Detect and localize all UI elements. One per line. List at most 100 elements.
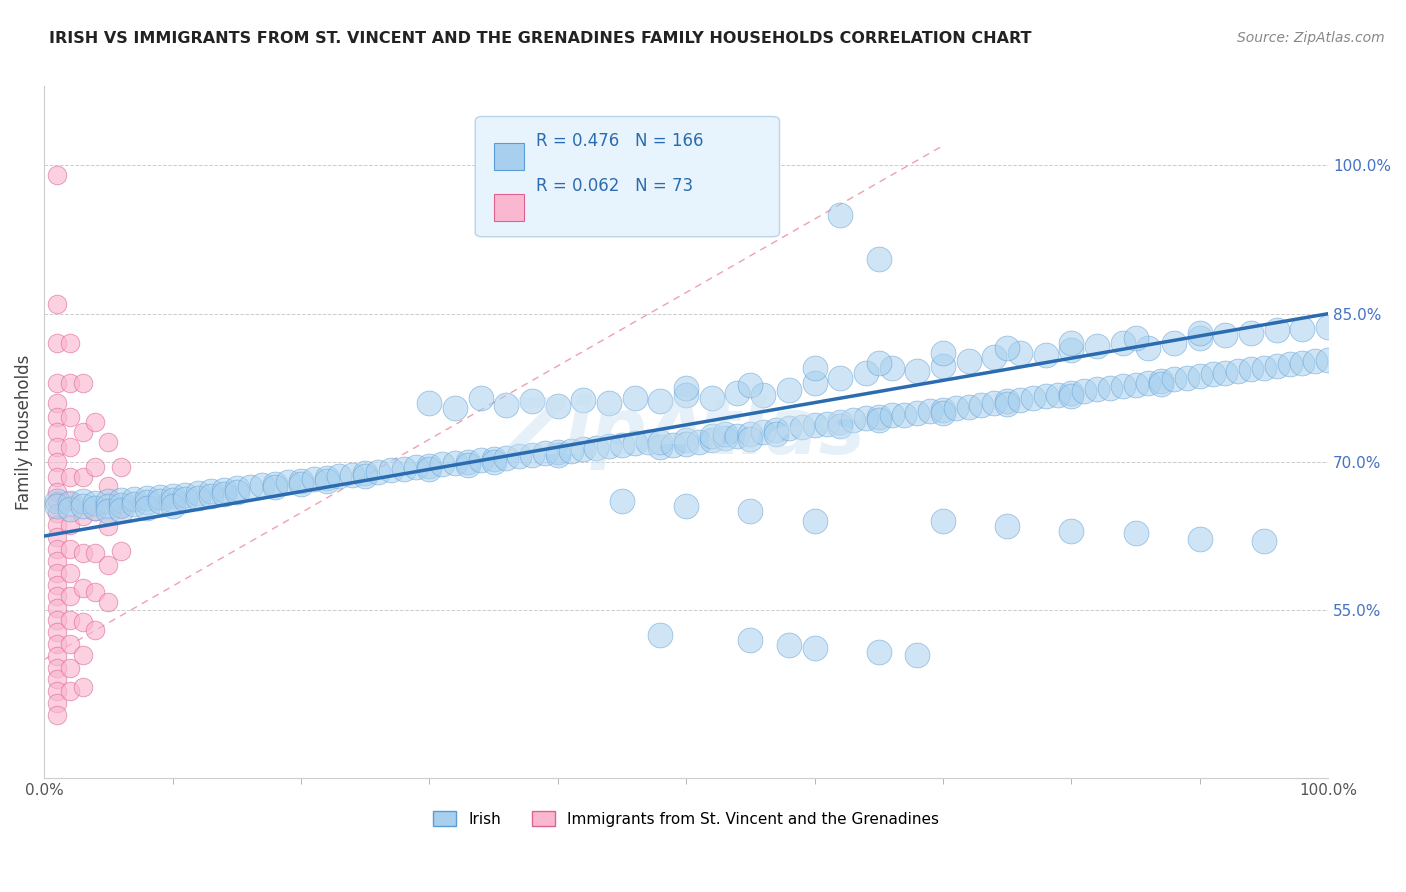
Point [1253, 534, 1275, 549]
Point [1188, 532, 1211, 546]
Point [1150, 374, 1173, 388]
Point [97, 519, 120, 533]
Point [354, 466, 377, 480]
Point [868, 356, 890, 370]
Point [290, 474, 312, 488]
Point [1008, 392, 1031, 407]
Point [1022, 391, 1045, 405]
Point [46, 425, 69, 440]
Point [405, 459, 427, 474]
Point [46, 469, 69, 483]
Point [46, 566, 69, 580]
Point [650, 435, 672, 450]
Point [1188, 368, 1211, 383]
Point [868, 252, 890, 267]
Point [46, 506, 69, 520]
Point [1265, 359, 1288, 373]
Legend: Irish, Immigrants from St. Vincent and the Grenadines: Irish, Immigrants from St. Vincent and t… [427, 805, 945, 833]
Point [880, 361, 903, 376]
Point [727, 429, 749, 443]
Point [1035, 348, 1057, 362]
Point [868, 413, 890, 427]
Point [59, 541, 82, 556]
Point [740, 504, 762, 518]
Point [815, 417, 838, 432]
Point [72, 376, 94, 390]
Point [46, 410, 69, 425]
Point [932, 346, 955, 360]
Point [444, 401, 467, 415]
Point [1125, 377, 1147, 392]
Point [1060, 336, 1083, 351]
Point [135, 501, 157, 516]
Point [174, 487, 197, 501]
Point [995, 393, 1018, 408]
Point [778, 421, 800, 435]
Point [72, 615, 94, 629]
Point [803, 514, 825, 528]
Point [149, 494, 172, 508]
Point [392, 462, 415, 476]
Point [855, 411, 877, 425]
Point [765, 423, 787, 437]
Point [212, 486, 235, 500]
Point [1060, 389, 1083, 403]
Point [457, 458, 479, 472]
Text: Source: ZipAtlas.com: Source: ZipAtlas.com [1237, 31, 1385, 45]
Point [46, 673, 69, 687]
Point [59, 440, 82, 454]
Point [46, 169, 69, 183]
Point [187, 491, 209, 505]
Point [46, 590, 69, 604]
Point [905, 364, 928, 378]
Point [790, 420, 813, 434]
Point [84, 546, 107, 560]
Point [59, 684, 82, 698]
Point [46, 530, 69, 544]
Point [1125, 331, 1147, 345]
Point [162, 500, 184, 514]
Point [585, 441, 607, 455]
Point [1163, 372, 1185, 386]
Point [598, 395, 620, 409]
Point [122, 498, 145, 512]
Point [122, 491, 145, 506]
Point [72, 681, 94, 695]
Point [264, 476, 287, 491]
Point [302, 472, 325, 486]
Point [110, 544, 132, 558]
Point [662, 438, 685, 452]
Point [482, 452, 505, 467]
Point [957, 354, 980, 368]
Point [110, 499, 132, 513]
Point [72, 494, 94, 508]
Point [675, 437, 697, 451]
Point [1317, 353, 1340, 368]
Point [932, 514, 955, 528]
Point [290, 476, 312, 491]
Point [1137, 341, 1160, 355]
Point [59, 410, 82, 425]
Point [1073, 384, 1095, 398]
Point [97, 595, 120, 609]
Point [534, 446, 557, 460]
Point [1098, 381, 1121, 395]
Point [995, 519, 1018, 533]
Point [110, 492, 132, 507]
Point [623, 391, 645, 405]
Point [675, 388, 697, 402]
Point [470, 453, 492, 467]
Point [1188, 326, 1211, 341]
Point [1163, 336, 1185, 351]
Point [72, 469, 94, 483]
Point [380, 463, 402, 477]
Point [1265, 324, 1288, 338]
Point [46, 440, 69, 454]
Point [995, 341, 1018, 355]
Point [778, 638, 800, 652]
Point [905, 648, 928, 662]
Point [46, 484, 69, 499]
Point [520, 448, 543, 462]
Point [1150, 376, 1173, 391]
Point [1008, 346, 1031, 360]
